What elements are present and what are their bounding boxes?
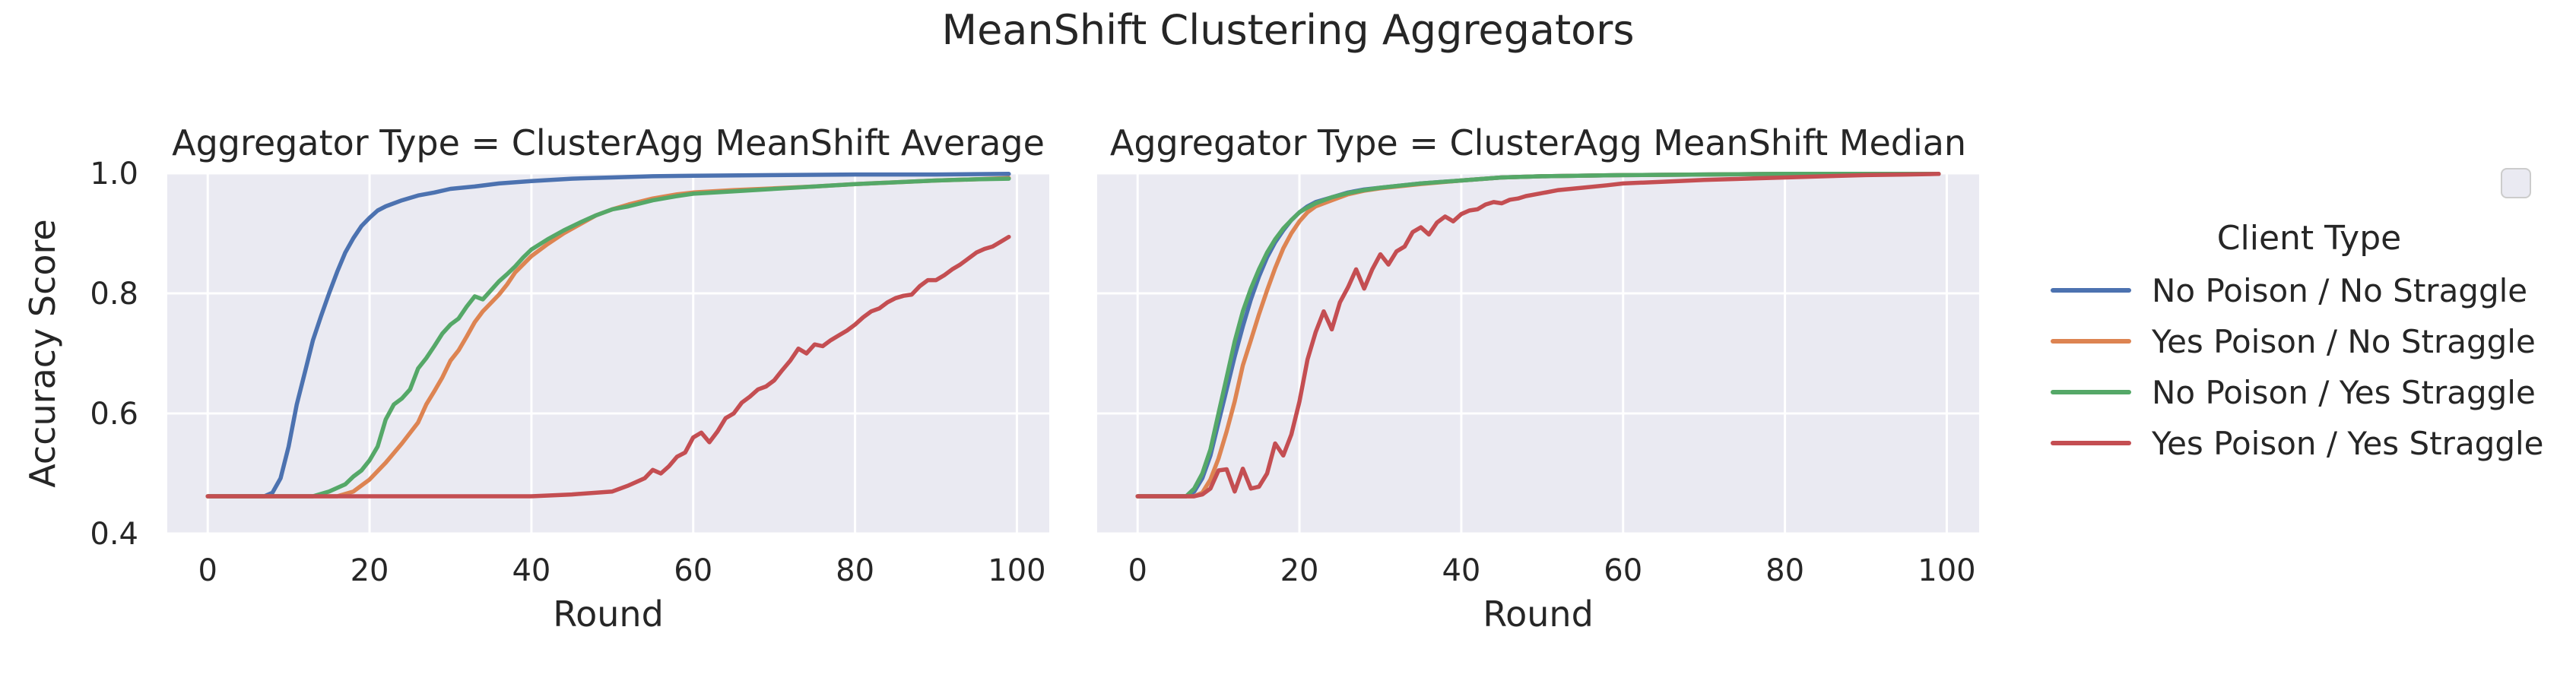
x-tick-label: 40 — [1442, 553, 1480, 588]
y-tick-label: 1.0 — [90, 157, 138, 192]
series-line-yes-poison-yes-straggle — [1135, 172, 1941, 499]
panel-title: Aggregator Type = ClusterAgg MeanShift A… — [172, 122, 1045, 163]
y-axis-label: Accuracy Score — [22, 219, 63, 487]
series-line-no-poison-no-straggle — [205, 172, 1011, 499]
panel-title: Aggregator Type = ClusterAgg MeanShift M… — [1110, 122, 1966, 163]
x-axis-label: Round — [1483, 594, 1594, 635]
legend-label: No Poison / Yes Straggle — [2152, 374, 2536, 411]
x-tick-label: 80 — [836, 553, 874, 588]
legend-box-handle — [2501, 168, 2531, 198]
legend-title: Client Type — [2217, 219, 2401, 258]
x-tick-label: 40 — [512, 553, 550, 588]
legend-label: Yes Poison / No Straggle — [2151, 323, 2536, 360]
figure-title: MeanShift Clustering Aggregators — [941, 6, 1634, 54]
x-axis-label: Round — [553, 594, 664, 635]
x-tick-label: 80 — [1765, 553, 1804, 588]
panel-average: Aggregator Type = ClusterAgg MeanShift A… — [22, 122, 1049, 635]
series-line-no-poison-yes-straggle — [205, 176, 1011, 499]
x-tick-label: 20 — [351, 553, 389, 588]
x-tick-label: 60 — [674, 553, 712, 588]
x-tick-label: 0 — [198, 553, 217, 588]
series-line-yes-poison-yes-straggle — [205, 234, 1011, 499]
legend-item-yes-poison-yes-straggle: Yes Poison / Yes Straggle — [2051, 425, 2544, 462]
x-tick-label: 100 — [1918, 553, 1975, 588]
y-tick-label: 0.4 — [90, 517, 138, 552]
plot-area — [167, 173, 1049, 534]
legend-label: No Poison / No Straggle — [2152, 272, 2527, 309]
legend-item-yes-poison-no-straggle: Yes Poison / No Straggle — [2051, 323, 2536, 360]
legend-item-no-poison-yes-straggle: No Poison / Yes Straggle — [2051, 374, 2536, 411]
y-tick-label: 0.8 — [90, 277, 138, 312]
legend-label: Yes Poison / Yes Straggle — [2151, 425, 2544, 462]
y-tick-label: 0.6 — [90, 397, 138, 432]
x-tick-label: 0 — [1128, 553, 1147, 588]
x-tick-label: 100 — [988, 553, 1045, 588]
series-line-no-poison-yes-straggle — [1135, 172, 1941, 499]
legend-entries: No Poison / No Straggle Yes Poison / No S… — [2051, 272, 2544, 462]
legend-item-no-poison-no-straggle: No Poison / No Straggle — [2051, 272, 2527, 309]
legend: Client Type No Poison / No Straggle Yes P… — [2051, 168, 2544, 462]
panel-median: Aggregator Type = ClusterAgg MeanShift M… — [1097, 122, 1979, 635]
x-tick-label: 20 — [1280, 553, 1319, 588]
x-tick-label: 60 — [1604, 553, 1642, 588]
